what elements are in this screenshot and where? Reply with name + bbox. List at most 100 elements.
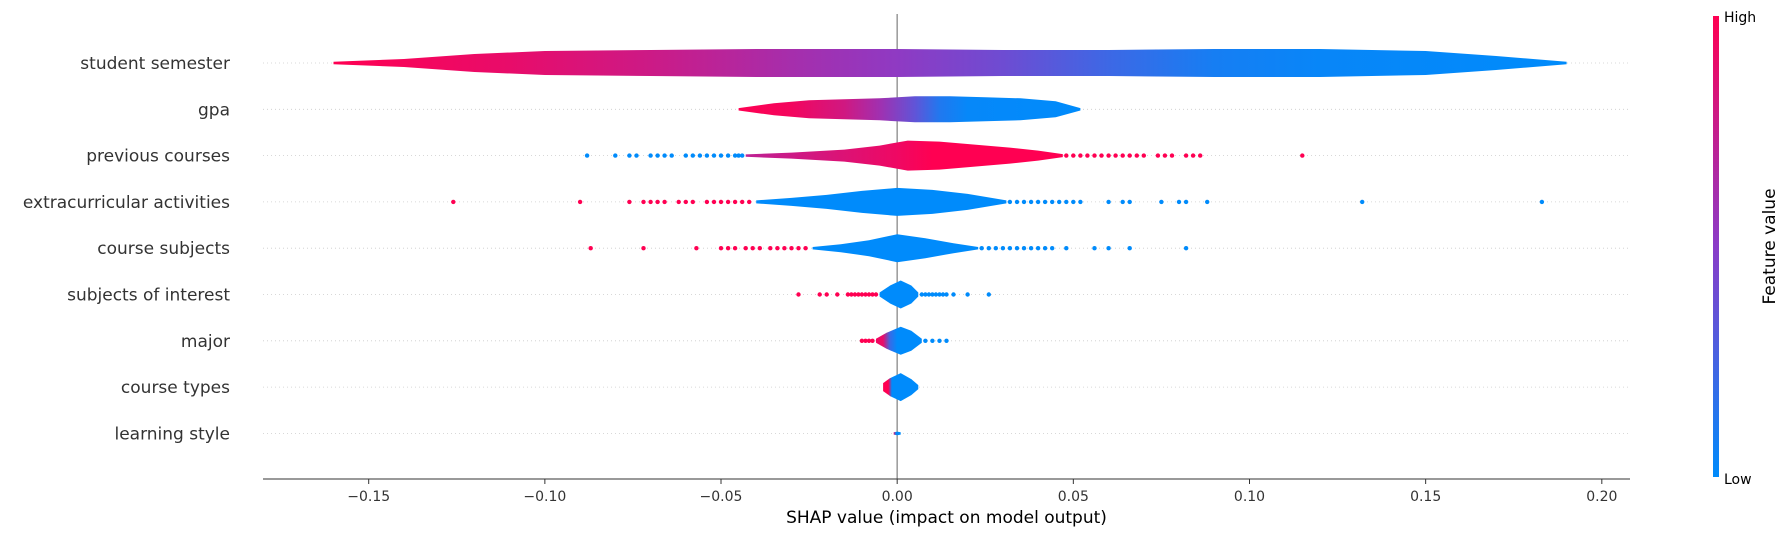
outlier-point-previous-courses: [1078, 153, 1083, 158]
violin-course-types: [883, 373, 919, 402]
outlier-point-previous-courses: [1190, 153, 1196, 158]
x-tick-label: −0.10: [523, 489, 566, 505]
violin-subjects-of-interest: [879, 280, 919, 309]
outlier-point-extracurricular-activities: [1042, 199, 1048, 205]
outlier-point-previous-courses: [1099, 153, 1104, 158]
outlier-point-course-subjects: [1028, 246, 1034, 251]
outlier-point-course-subjects: [757, 246, 762, 251]
outlier-point-subjects-of-interest: [870, 292, 875, 297]
outlier-point-previous-courses: [613, 153, 618, 158]
violins: [333, 49, 1567, 436]
outlier-point-previous-courses: [584, 153, 590, 158]
outlier-point-course-subjects: [641, 246, 646, 251]
outlier-point-extracurricular-activities: [711, 199, 717, 205]
outlier-point-subjects-of-interest: [951, 292, 956, 297]
outlier-point-extracurricular-activities: [1159, 199, 1164, 205]
outlier-points: [451, 153, 1545, 343]
outlier-point-extracurricular-activities: [676, 199, 681, 205]
outlier-point-course-subjects: [782, 246, 787, 251]
outlier-point-course-subjects: [1000, 246, 1006, 251]
outlier-point-course-subjects: [993, 246, 998, 251]
outlier-point-previous-courses: [627, 153, 632, 158]
outlier-point-extracurricular-activities: [655, 199, 660, 205]
outlier-point-subjects-of-interest: [835, 292, 840, 297]
outlier-point-extracurricular-activities: [1071, 199, 1076, 205]
outlier-point-major: [866, 338, 872, 343]
outlier-point-subjects-of-interest: [859, 292, 865, 297]
outlier-point-previous-courses: [1134, 153, 1140, 158]
outlier-point-extracurricular-activities: [1127, 199, 1132, 205]
x-tick-label: 0.05: [1058, 489, 1089, 505]
x-tick-label: 0.20: [1586, 489, 1617, 505]
outlier-point-course-subjects: [1021, 246, 1027, 251]
outlier-point-extracurricular-activities: [740, 199, 745, 205]
outlier-point-course-subjects: [803, 246, 808, 251]
outlier-point-subjects-of-interest: [863, 292, 868, 297]
outlier-point-extracurricular-activities: [641, 199, 646, 205]
violin-student-semester: [333, 49, 1567, 77]
outlier-point-subjects-of-interest: [937, 292, 942, 297]
outlier-point-previous-courses: [718, 153, 724, 158]
outlier-point-course-subjects: [588, 246, 593, 251]
outlier-point-course-subjects: [732, 246, 738, 251]
feature-label-gpa: gpa: [198, 100, 230, 120]
outlier-point-previous-courses: [634, 153, 639, 158]
outlier-point-major: [870, 338, 875, 343]
outlier-point-previous-courses: [725, 153, 731, 158]
outlier-point-course-subjects: [718, 246, 724, 251]
outlier-point-course-subjects: [979, 246, 984, 251]
outlier-point-subjects-of-interest: [919, 292, 924, 297]
feature-label-previous-courses: previous courses: [86, 147, 230, 167]
outlier-point-course-subjects: [1092, 246, 1097, 251]
outlier-point-previous-courses: [648, 153, 653, 158]
outlier-point-subjects-of-interest: [926, 292, 932, 297]
outlier-point-previous-courses: [1141, 153, 1147, 158]
outlier-point-extracurricular-activities: [725, 199, 731, 205]
outlier-point-previous-courses: [669, 153, 674, 158]
outlier-point-subjects-of-interest: [873, 292, 879, 297]
colorbar-high-label: High: [1724, 10, 1756, 26]
outlier-point-subjects-of-interest: [986, 292, 991, 297]
outlier-point-previous-courses: [690, 153, 695, 158]
outlier-point-extracurricular-activities: [1539, 199, 1545, 205]
outlier-point-extracurricular-activities: [732, 199, 738, 205]
outlier-point-extracurricular-activities: [1028, 199, 1034, 205]
outlier-point-extracurricular-activities: [704, 199, 710, 205]
outlier-point-previous-courses: [1300, 153, 1305, 158]
outlier-point-course-subjects: [725, 246, 731, 251]
outlier-point-extracurricular-activities: [1078, 199, 1083, 205]
outlier-point-course-subjects: [743, 246, 748, 251]
outlier-point-course-subjects: [694, 246, 699, 251]
feature-label-major: major: [181, 332, 230, 352]
outlier-point-course-subjects: [796, 246, 801, 251]
x-tick-label: 0.15: [1410, 489, 1441, 505]
x-tick-label: −0.05: [700, 489, 743, 505]
outlier-point-extracurricular-activities: [1014, 199, 1020, 205]
outlier-point-extracurricular-activities: [1021, 199, 1027, 205]
feature-labels: student semester gpa previous courses extra…: [23, 54, 230, 444]
feature-label-learning-style: learning style: [114, 424, 230, 444]
outlier-point-extracurricular-activities: [1057, 199, 1062, 205]
outlier-point-previous-courses: [1071, 153, 1076, 158]
outlier-point-subjects-of-interest: [852, 292, 858, 297]
outlier-point-extracurricular-activities: [1035, 199, 1041, 205]
outlier-point-previous-courses: [662, 153, 667, 158]
outlier-point-subjects-of-interest: [923, 292, 928, 297]
outlier-point-extracurricular-activities: [1360, 199, 1365, 205]
feature-label-course-subjects: course subjects: [97, 239, 230, 259]
outlier-point-course-subjects: [789, 246, 794, 251]
feature-label-subjects-of-interest: subjects of interest: [67, 286, 230, 306]
outlier-point-extracurricular-activities: [1050, 199, 1055, 205]
outlier-point-previous-courses: [1092, 153, 1097, 158]
outlier-point-extracurricular-activities: [747, 199, 752, 205]
outlier-point-extracurricular-activities: [662, 199, 667, 205]
outlier-point-previous-courses: [1085, 153, 1090, 158]
outlier-point-previous-courses: [1155, 153, 1161, 158]
outlier-point-extracurricular-activities: [1205, 199, 1210, 205]
outlier-point-extracurricular-activities: [1064, 199, 1069, 205]
outlier-point-extracurricular-activities: [1007, 199, 1013, 205]
colorbar-gradient: [1713, 16, 1719, 477]
outlier-point-course-subjects: [775, 246, 780, 251]
violin-previous-courses: [745, 140, 1063, 171]
outlier-point-extracurricular-activities: [690, 199, 695, 205]
